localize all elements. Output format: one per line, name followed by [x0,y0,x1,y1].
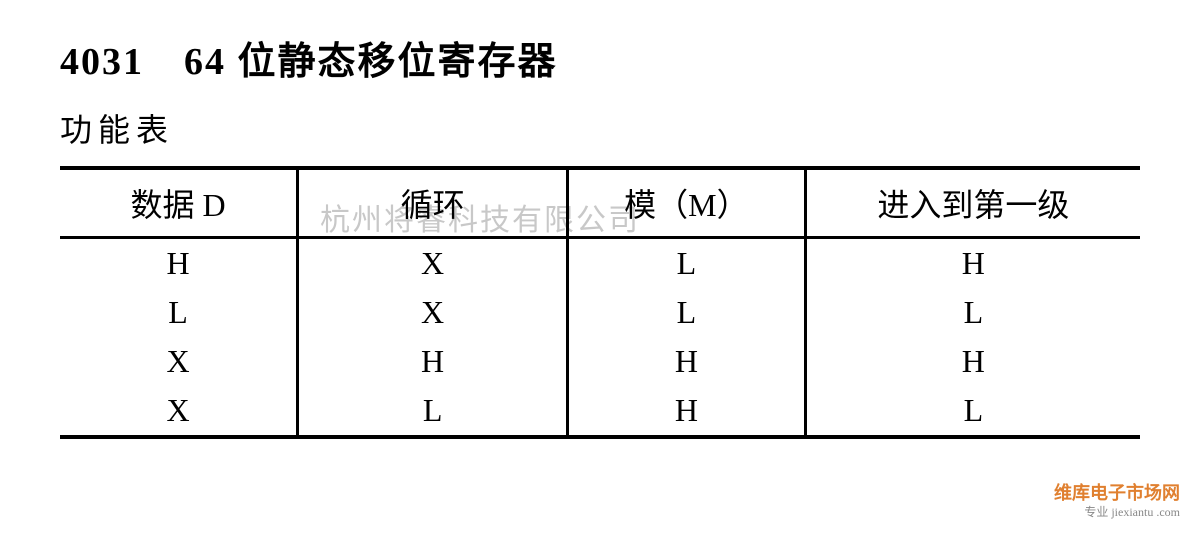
table-header-row: 数据 D 循环 模（M） 进入到第一级 [60,168,1140,238]
watermark-corner: 维库电子市场网 专业 jiexiantu .com [1054,482,1180,521]
table-cell: L [298,386,568,437]
table-cell: H [568,386,806,437]
table-cell: L [568,288,806,337]
page-subtitle: 功能表 [60,105,1140,151]
table-header-cell: 数据 D [60,168,298,238]
table-cell: X [298,238,568,289]
table-cell: L [60,288,298,337]
table-cell: L [568,238,806,289]
table-cell: H [298,337,568,386]
table-row: X L H L [60,386,1140,437]
table-cell: H [568,337,806,386]
table-cell: X [60,337,298,386]
table-cell: X [298,288,568,337]
table-header-cell: 循环 [298,168,568,238]
table-cell: H [60,238,298,289]
table-row: H X L H [60,238,1140,289]
truth-table-container: 数据 D 循环 模（M） 进入到第一级 H X L H L X L L [60,166,1140,439]
watermark-corner-line1: 维库电子市场网 [1054,482,1180,505]
table-header-cell: 模（M） [568,168,806,238]
table-row: X H H H [60,337,1140,386]
table-cell: L [805,288,1140,337]
table-row: L X L L [60,288,1140,337]
watermark-corner-line2: 专业 jiexiantu .com [1054,505,1180,521]
table-cell: L [805,386,1140,437]
table-cell: H [805,337,1140,386]
table-header-cell: 进入到第一级 [805,168,1140,238]
table-cell: H [805,238,1140,289]
table-cell: X [60,386,298,437]
truth-table: 数据 D 循环 模（M） 进入到第一级 H X L H L X L L [60,166,1140,439]
page-title: 4031 64 位静态移位寄存器 [60,30,1140,85]
